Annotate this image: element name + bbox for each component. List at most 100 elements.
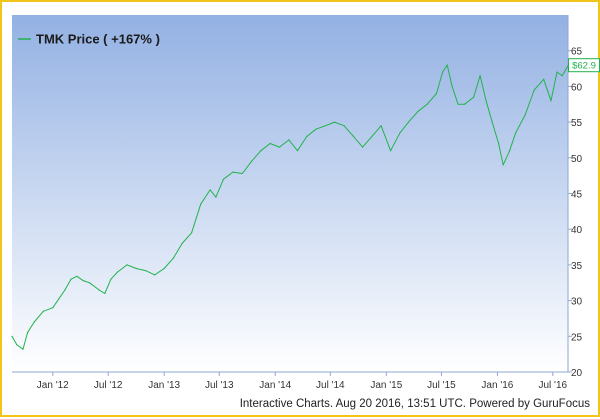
data-point xyxy=(52,307,54,309)
data-point xyxy=(269,142,271,145)
x-tick-label: Jul '13 xyxy=(205,380,234,391)
data-point xyxy=(498,142,500,145)
data-point xyxy=(491,121,493,123)
data-point xyxy=(76,275,78,277)
y-tick-label: 20 xyxy=(571,368,583,379)
data-point xyxy=(200,203,202,205)
data-point xyxy=(352,135,355,137)
data-point xyxy=(306,135,308,137)
data-point xyxy=(451,85,453,87)
data-point xyxy=(135,267,137,270)
y-tick-label: 55 xyxy=(571,118,583,129)
data-point xyxy=(380,125,382,127)
data-point xyxy=(191,232,193,234)
data-point xyxy=(362,146,364,148)
series-line-tmk-price[interactable] xyxy=(11,64,569,350)
data-point xyxy=(126,264,128,266)
data-point xyxy=(278,146,281,148)
data-point xyxy=(334,121,336,123)
data-point xyxy=(550,100,552,102)
y-tick-label: 25 xyxy=(571,332,583,343)
data-point xyxy=(399,132,401,134)
data-point xyxy=(70,278,72,280)
data-point xyxy=(463,103,466,105)
data-point xyxy=(42,310,44,312)
data-point xyxy=(457,103,459,105)
data-point xyxy=(288,139,290,141)
y-tick-label: 30 xyxy=(571,297,583,308)
data-point xyxy=(16,344,18,346)
data-point xyxy=(22,348,24,350)
legend[interactable]: TMK Price ( +167% ) xyxy=(18,32,160,47)
y-tick-label: 60 xyxy=(571,82,583,93)
data-point xyxy=(241,172,243,175)
data-point xyxy=(26,332,29,334)
data-point xyxy=(154,274,156,276)
y-axis-ticks: 20 25 30 35 40 45 50 55 60 65 xyxy=(568,47,583,379)
y-tick-label: 40 xyxy=(571,225,583,236)
data-point xyxy=(524,114,526,116)
data-point xyxy=(435,92,438,95)
data-point xyxy=(117,271,119,273)
data-point xyxy=(533,89,535,91)
data-point xyxy=(509,150,511,152)
data-point xyxy=(407,121,410,123)
data-point xyxy=(343,125,345,127)
x-tick-label: Jan '14 xyxy=(259,380,291,391)
y-tick-label: 45 xyxy=(571,190,583,201)
x-tick-label: Jan '16 xyxy=(481,380,513,391)
data-point xyxy=(561,75,563,77)
data-point xyxy=(515,132,517,134)
data-point xyxy=(479,75,481,77)
data-point xyxy=(324,125,327,127)
x-tick-label: Jul '15 xyxy=(427,380,456,391)
data-point xyxy=(163,267,165,270)
data-point xyxy=(446,64,448,66)
data-point xyxy=(82,280,84,282)
data-point xyxy=(502,164,504,166)
data-point xyxy=(296,150,299,152)
plot-area xyxy=(12,15,568,372)
data-point xyxy=(104,292,106,295)
data-point xyxy=(89,282,91,284)
x-tick-label: Jul '12 xyxy=(94,380,123,391)
y-tick-label: 65 xyxy=(571,47,583,58)
data-point xyxy=(390,150,392,152)
data-point xyxy=(556,71,558,73)
data-point xyxy=(173,257,175,259)
data-point xyxy=(232,171,234,173)
last-value-flag: $62.9 xyxy=(568,58,600,73)
x-tick-label: Jul '16 xyxy=(538,380,567,391)
y-tick-label: 50 xyxy=(571,154,583,165)
data-point xyxy=(315,128,317,130)
legend-label[interactable]: TMK Price ( +167% ) xyxy=(36,32,160,47)
data-point xyxy=(485,100,487,102)
x-tick-label: Jan '13 xyxy=(148,380,180,391)
data-point xyxy=(442,71,444,73)
data-point xyxy=(371,135,373,137)
data-point xyxy=(98,289,100,291)
x-tick-label: Jan '12 xyxy=(37,380,69,391)
data-point xyxy=(181,242,183,245)
data-point xyxy=(58,298,60,300)
data-point xyxy=(11,335,13,337)
data-point xyxy=(145,270,147,272)
data-point xyxy=(426,103,428,105)
last-value-label: $62.9 xyxy=(572,61,596,72)
data-point xyxy=(215,196,217,198)
data-point xyxy=(473,96,475,98)
y-tick-label: 35 xyxy=(571,261,583,272)
x-tick-label: Jul '14 xyxy=(316,380,345,391)
data-point xyxy=(260,150,262,152)
data-point xyxy=(543,78,545,80)
series-layer xyxy=(11,64,569,350)
x-axis-ticks: Jan '12 Jul '12 Jan '13 Jul '13 Jan '14 Jul '… xyxy=(37,372,568,391)
data-point xyxy=(222,178,225,180)
attribution-text[interactable]: Interactive Charts. Aug 20 2016, 13:51 U… xyxy=(239,398,590,410)
data-point xyxy=(64,289,66,291)
x-tick-label: Jan '15 xyxy=(370,380,402,391)
data-point xyxy=(417,110,419,112)
data-point xyxy=(250,160,253,162)
